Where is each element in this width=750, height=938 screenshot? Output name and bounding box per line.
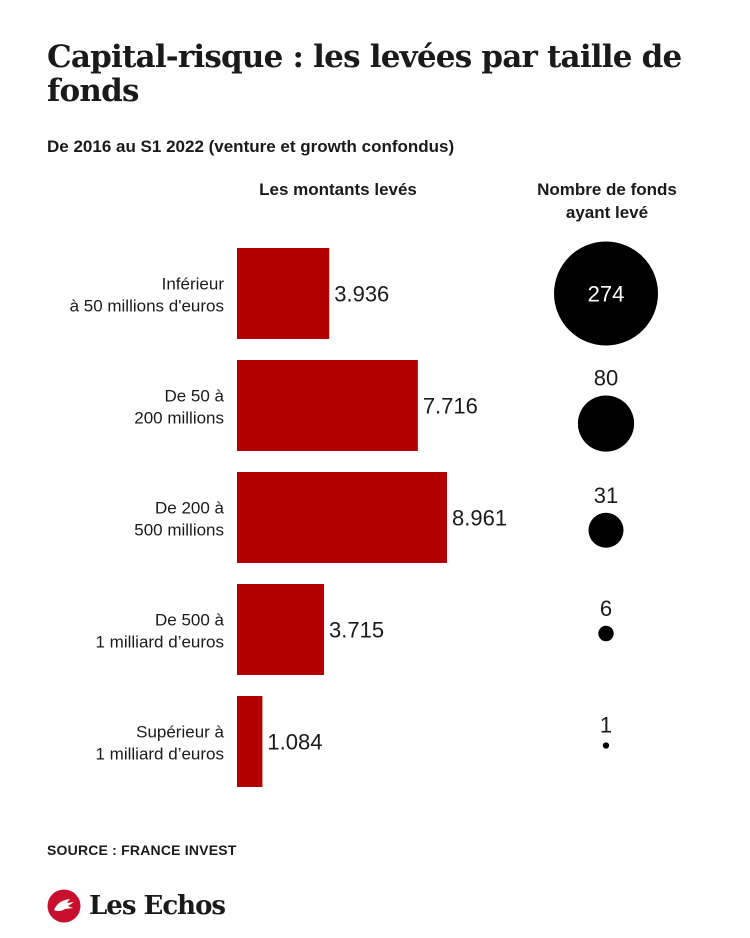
category-label-line: De 50 à [164, 387, 224, 406]
brand-name: Les Echos [89, 891, 226, 921]
amount-value-label: 8.961 [452, 506, 507, 531]
les-echos-logo: Les Echos [47, 888, 226, 924]
column-header-amounts: Les montants levés [259, 180, 417, 199]
funds-value-label: 80 [594, 365, 618, 390]
category-label-line: 1 milliard d’euros [96, 633, 225, 652]
column-header-funds: Nombre de fonds ayant levé [537, 180, 677, 222]
funds-value-label: 274 [588, 282, 625, 307]
amount-value-label: 3.936 [334, 282, 389, 307]
funds-bubble [602, 742, 610, 749]
source-note: SOURCE : FRANCE INVEST [47, 842, 237, 858]
funds-value-label: 1 [600, 712, 612, 737]
funds-bubble [577, 395, 635, 452]
amount-bar [237, 248, 330, 339]
amount-value-label: 7.716 [423, 394, 478, 419]
category-label-line: 500 millions [134, 521, 224, 540]
category-label-line: De 500 à [155, 611, 225, 630]
category-label: De 50 à 200 millions [134, 387, 224, 428]
funds-bubble [554, 241, 658, 346]
category-label-line: Supérieur à [136, 723, 224, 742]
funds-bubble [588, 512, 624, 548]
amount-value-label: 3.715 [329, 618, 384, 643]
category-label: Supérieur à 1 milliard d’euros [96, 723, 225, 764]
chart-area: Inférieur à 50 millions d'euros 3.936 274 De… [70, 241, 658, 787]
funds-value-label: 31 [594, 483, 618, 508]
amount-value-label: 1.084 [267, 730, 322, 755]
chart-title: Capital-risque : les levées par taille d… [47, 39, 682, 109]
funds-bubble [598, 625, 614, 642]
category-label-line: 200 millions [134, 409, 224, 428]
category-label-line: à 50 millions d'euros [70, 297, 224, 316]
category-label-line: De 200 à [155, 499, 225, 518]
chart-subtitle: De 2016 au S1 2022 (venture et growth co… [47, 137, 455, 156]
les-echos-emblem-icon [47, 889, 81, 923]
amount-bar [237, 696, 263, 787]
category-label: De 200 à 500 millions [134, 499, 224, 540]
category-label: De 500 à 1 milliard d’euros [96, 611, 225, 652]
amount-bar [237, 472, 447, 563]
amount-bar [237, 360, 418, 451]
funds-value-label: 6 [600, 596, 612, 621]
category-label-line: 1 milliard d’euros [96, 745, 225, 764]
category-label: Inférieur à 50 millions d'euros [70, 275, 225, 316]
amount-bar [237, 584, 325, 675]
category-label-line: Inférieur [162, 275, 225, 294]
